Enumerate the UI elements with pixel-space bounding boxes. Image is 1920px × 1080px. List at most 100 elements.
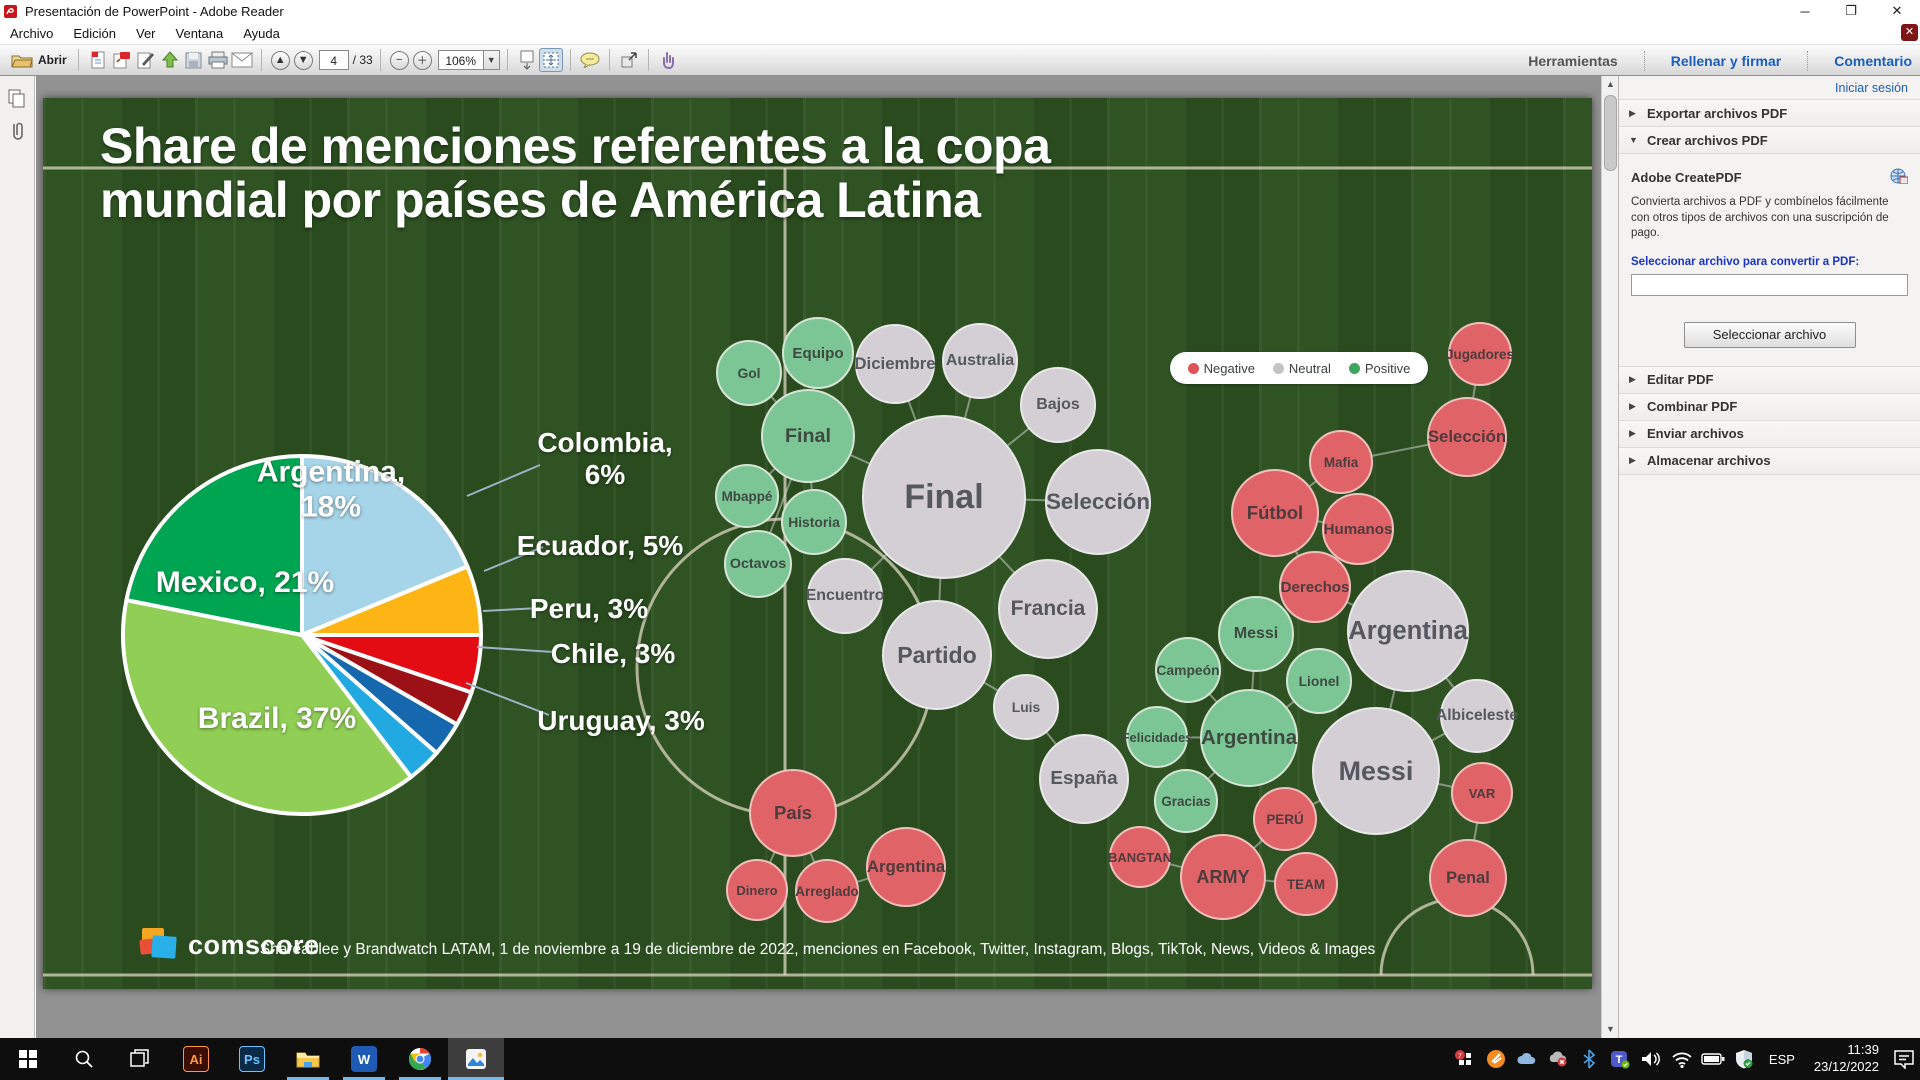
legend-dot-positive [1348, 362, 1360, 374]
sign-in-link[interactable]: Iniciar sesión [1619, 76, 1920, 100]
taskbar-photos-icon[interactable] [448, 1038, 504, 1080]
panel-section-combinar-pdf[interactable]: ▶ Combinar PDF [1619, 393, 1920, 421]
volume-icon[interactable] [1639, 1038, 1663, 1080]
clock-date: 23/12/2022 [1813, 1059, 1879, 1074]
bubble-campeon: Campeón [1155, 637, 1221, 703]
chevron-icon: ▶ [1629, 428, 1636, 439]
panel-section-editar-pdf[interactable]: ▶ Editar PDF [1619, 366, 1920, 394]
close-document-icon[interactable]: ✕ [1901, 24, 1918, 41]
share-icon[interactable] [158, 48, 182, 72]
scroll-down-arrow[interactable]: ▼ [1606, 1024, 1615, 1034]
convert-file-input[interactable] [1631, 273, 1908, 296]
bubble-partido: Partido [882, 600, 992, 710]
window-title: Presentación de PowerPoint - Adobe Reade… [25, 3, 284, 19]
taskbar-word-icon[interactable]: W [336, 1038, 392, 1080]
toolbar-button-comentario[interactable]: Comentario [1834, 52, 1912, 69]
scrollbar-thumb[interactable] [1604, 95, 1617, 171]
zoom-in-button[interactable]: ＋ [412, 50, 432, 70]
page-thumbnails-icon[interactable] [7, 88, 27, 115]
menu-bar: Archivo Edición Ver Ventana Ayuda ✕ [0, 22, 1920, 45]
previous-page-button[interactable]: ▲ [270, 50, 290, 70]
toolbar-button-rellenar-y-firmar[interactable]: Rellenar y firmar [1670, 52, 1782, 69]
defender-icon[interactable] [1732, 1038, 1756, 1080]
cloud-sync-error-icon[interactable] [1546, 1038, 1570, 1080]
save-icon[interactable] [182, 48, 206, 72]
system-tray: 7 T ESP 11:39 23/12/2022 [1453, 1038, 1920, 1080]
onedrive-icon[interactable] [1515, 1038, 1539, 1080]
maximize-button[interactable]: ❐ [1845, 3, 1857, 18]
next-page-button[interactable]: ▼ [293, 50, 313, 70]
comscore-logo: comscore [139, 928, 320, 962]
pdf-slide: Share de menciones referentes a la copa … [43, 98, 1592, 989]
taskbar-start-icon[interactable] [0, 1038, 56, 1080]
taskbar-photoshop-icon[interactable]: Ps [224, 1038, 280, 1080]
bluetooth-icon[interactable] [1577, 1038, 1601, 1080]
gesture-hand-icon[interactable] [656, 48, 680, 72]
legend-item-positive: Positive [1348, 361, 1410, 376]
panel-section-crear-archivos-pdf[interactable]: ▼ Crear archivos PDF [1619, 127, 1920, 154]
menu-item-archivo[interactable]: Archivo [10, 25, 54, 41]
panel-section-exportar-archivos-pdf[interactable]: ▶ Exportar archivos PDF [1619, 100, 1920, 127]
fit-page-icon[interactable] [538, 48, 563, 72]
sentiment-legend: Negative Neutral Positive [1170, 352, 1428, 384]
bubble-pais: País [749, 769, 837, 857]
menu-item-ventana[interactable]: Ventana [175, 25, 224, 41]
taskbar-clock[interactable]: 11:39 23/12/2022 [1808, 1042, 1885, 1076]
create-pdf-heading: Adobe CreatePDF [1631, 168, 1909, 187]
bubble-army: ARMY [1180, 834, 1266, 920]
chevron-icon: ▶ [1629, 401, 1636, 412]
menu-item-ayuda[interactable]: Ayuda [243, 25, 280, 41]
illustrator-glyph: Ai [183, 1046, 209, 1072]
minimize-button[interactable]: ─ [1800, 3, 1810, 19]
email-icon[interactable] [230, 48, 254, 72]
taskbar-task-view-icon[interactable] [112, 1038, 168, 1080]
document-area[interactable]: Share de menciones referentes a la copa … [36, 76, 1601, 1038]
attachments-paperclip-icon[interactable] [7, 120, 27, 149]
bubble-lionel: Lionel [1286, 648, 1352, 714]
input-language-indicator[interactable]: ESP [1768, 1051, 1795, 1067]
bubble-messi: Messi [1312, 707, 1440, 835]
scroll-up-arrow[interactable]: ▲ [1606, 79, 1615, 89]
page-number-input[interactable]: 4 [318, 50, 349, 70]
bubble-felicidades: Felicidades [1122, 706, 1192, 768]
wifi-icon[interactable] [1670, 1038, 1694, 1080]
bubble-albiceleste: Albiceleste [1436, 679, 1518, 753]
zoom-out-button[interactable]: − [389, 50, 409, 70]
taskbar-illustrator-icon[interactable]: Ai [168, 1038, 224, 1080]
panel-section-enviar-archivos[interactable]: ▶ Enviar archivos [1619, 420, 1920, 448]
select-file-label: Seleccionar archivo para convertir a PDF… [1631, 255, 1860, 268]
toolbar-button-herramientas[interactable]: Herramientas [1528, 52, 1618, 69]
open-label: Abrir [38, 53, 67, 67]
expand-view-icon[interactable] [617, 48, 641, 72]
open-folder-icon [10, 48, 34, 72]
avast-icon[interactable] [1484, 1038, 1508, 1080]
panel-section-almacenar-archivos[interactable]: ▶ Almacenar archivos [1619, 447, 1920, 475]
taskbar-file-explorer-icon[interactable] [280, 1038, 336, 1080]
zoom-level-input[interactable]: 106% [437, 50, 484, 70]
vertical-scrollbar[interactable]: ▲ ▼ [1601, 76, 1618, 1038]
create-pdf-icon[interactable] [86, 48, 110, 72]
action-center-icon[interactable] [1892, 1038, 1916, 1080]
hidden-icons-icon[interactable]: 7 [1453, 1038, 1477, 1080]
battery-icon[interactable] [1701, 1038, 1725, 1080]
taskbar-chrome-icon[interactable] [392, 1038, 448, 1080]
menu-item-ver[interactable]: Ver [136, 25, 156, 41]
create-pdf-description: Convierta archivos a PDF y combínelos fá… [1631, 196, 1889, 240]
bubble-arreglado: Arreglado [795, 859, 859, 923]
taskbar-search-icon[interactable] [56, 1038, 112, 1080]
teams-icon[interactable]: T [1608, 1038, 1632, 1080]
zoom-dropdown-arrow[interactable]: ▼ [483, 50, 500, 70]
menu-item-edicion[interactable]: Edición [73, 25, 116, 41]
stamp-pdf-icon[interactable] [110, 48, 134, 72]
close-button[interactable]: ✕ [1891, 3, 1903, 18]
bubble-messi: Messi [1218, 596, 1294, 672]
comment-bubble-icon[interactable] [578, 48, 602, 72]
print-icon[interactable] [206, 48, 230, 72]
open-button[interactable]: Abrir [6, 46, 71, 74]
scrolling-mode-icon[interactable] [515, 48, 539, 72]
word-glyph: W [351, 1046, 377, 1072]
legend-item-negative: Negative [1187, 361, 1255, 376]
panel-section-label: Combinar PDF [1647, 399, 1738, 415]
sign-icon[interactable] [134, 48, 158, 72]
select-file-button[interactable]: Seleccionar archivo [1683, 321, 1856, 348]
